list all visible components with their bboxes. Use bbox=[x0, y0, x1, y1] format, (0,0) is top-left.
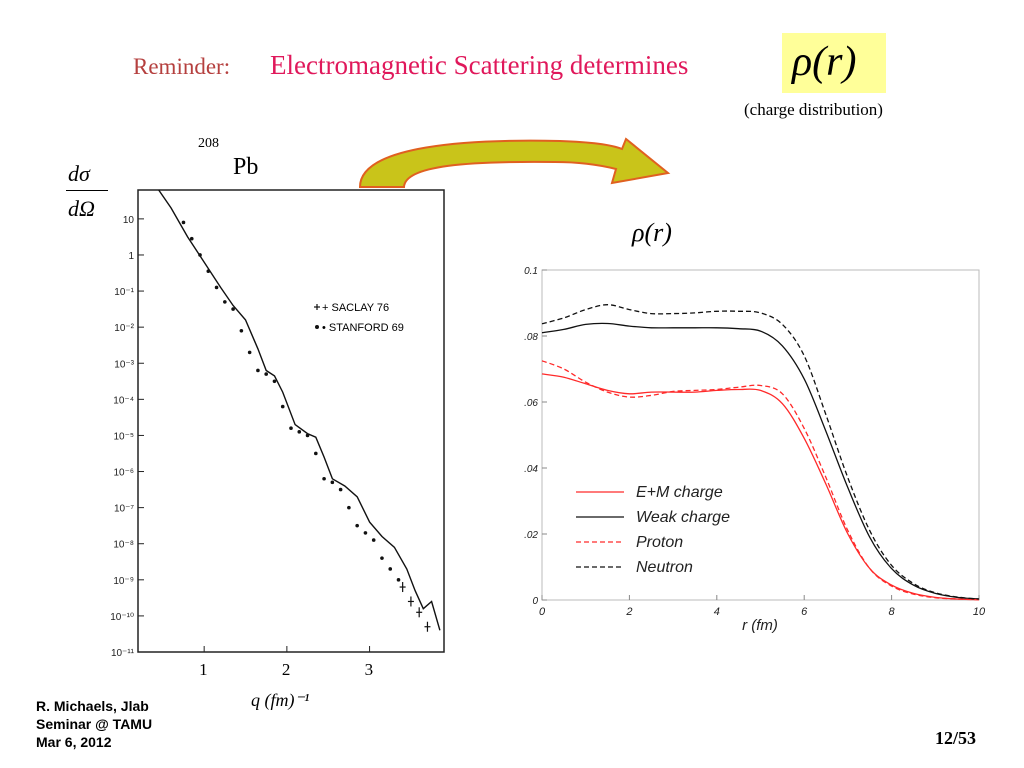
rho-formula: ρ(r) bbox=[792, 39, 857, 85]
fit-curve bbox=[158, 189, 441, 631]
data-point-stanford bbox=[256, 368, 260, 373]
x-tick-label: 3 bbox=[364, 660, 374, 679]
cross-section-frame bbox=[137, 189, 445, 653]
y-tick-label: 10⁻³ bbox=[114, 359, 134, 370]
y-tick-label: 10⁻¹ bbox=[114, 287, 134, 298]
curved-arrow bbox=[358, 137, 671, 188]
data-point-stanford bbox=[363, 531, 368, 535]
series-line-weak-charge bbox=[541, 322, 980, 600]
y-tick-label: 10⁻⁵ bbox=[113, 431, 134, 442]
data-point-stanford bbox=[239, 328, 244, 333]
page-number: 12/53 bbox=[935, 728, 977, 748]
x-tick-label: 1 bbox=[199, 660, 208, 679]
data-point-stanford bbox=[322, 476, 326, 481]
credit-line: Seminar @ TAMU bbox=[36, 716, 153, 732]
y-tick-label: 10⁻² bbox=[114, 323, 134, 334]
data-point-stanford bbox=[371, 538, 376, 542]
fraction-bar bbox=[66, 190, 108, 191]
y-tick-label: 10⁻⁷ bbox=[114, 504, 134, 515]
data-point-stanford bbox=[189, 236, 194, 241]
series-line-neutron bbox=[541, 304, 980, 600]
data-point-stanford bbox=[347, 505, 351, 510]
data-point-stanford bbox=[231, 307, 235, 311]
y-tick-label: 10⁻¹¹ bbox=[111, 648, 135, 659]
legend: + SACLAY 76 • STANFORD 69 bbox=[322, 302, 404, 334]
legend-label: E+M charge bbox=[636, 484, 723, 501]
y-tick-label: 10⁻⁹ bbox=[113, 576, 134, 587]
legend-saclay: + SACLAY 76 bbox=[322, 302, 389, 314]
x-tick-label: 2 bbox=[625, 606, 632, 618]
data-point-stanford bbox=[223, 300, 227, 304]
pb-symbol: Pb bbox=[233, 154, 259, 180]
data-point-stanford bbox=[289, 426, 293, 431]
density-chart: 0 .02 .04 .06 .08 0.1 0 2 4 6 8 10 E+M charge Weak … bbox=[524, 266, 986, 634]
y-tick-label: .08 bbox=[524, 332, 538, 343]
data-point-stanford bbox=[297, 430, 302, 434]
x-tick-label: 0 bbox=[539, 606, 546, 618]
y-tick-label: 10⁻⁶ bbox=[113, 468, 134, 479]
y-tick-label: 0.1 bbox=[524, 266, 538, 277]
y-tick-label: 1 bbox=[128, 251, 134, 262]
pb-mass-number: 208 bbox=[198, 136, 219, 151]
data-point-stanford bbox=[355, 523, 359, 528]
data-point-saclay bbox=[424, 621, 431, 632]
y-tick-label: 0 bbox=[532, 596, 538, 607]
y-tick-label: .04 bbox=[524, 464, 538, 475]
x-tick-label: 4 bbox=[714, 606, 720, 618]
data-point-saclay bbox=[416, 607, 423, 618]
y-tick-label: 10⁻⁸ bbox=[113, 540, 134, 551]
data-point-stanford bbox=[280, 404, 285, 409]
slide-title: Electromagnetic Scattering determines bbox=[270, 50, 689, 80]
rho-highlight-box bbox=[782, 33, 886, 93]
credits: R. Michaels, Jlab Seminar @ TAMU Mar 6, … bbox=[36, 697, 152, 751]
data-point-stanford bbox=[330, 480, 335, 485]
data-point-stanford bbox=[181, 220, 186, 225]
data-point-stanford bbox=[388, 567, 393, 571]
cross-section-chart: 10 1 10⁻¹ 10⁻² 10⁻³ 10⁻⁴ 10⁻⁵ 10⁻⁶ 10⁻⁷ 10⁻⁸ 10⁻⁹ 1… bbox=[110, 189, 445, 659]
y-tick-label: .02 bbox=[524, 530, 538, 541]
data-point-stanford bbox=[198, 253, 202, 257]
data-point-stanford bbox=[338, 487, 343, 492]
data-point-stanford bbox=[214, 285, 219, 290]
data-point-stanford bbox=[206, 269, 211, 274]
q-axis-label: q (fm)⁻¹ bbox=[251, 690, 310, 710]
y-tick-label: 10⁻¹⁰ bbox=[110, 612, 134, 623]
legend-label: Weak charge bbox=[636, 509, 730, 526]
legend-label: Proton bbox=[636, 534, 683, 551]
credit-line: R. Michaels, Jlab bbox=[36, 698, 149, 714]
x-axis-label: r (fm) bbox=[742, 617, 778, 634]
data-point-saclay bbox=[399, 582, 406, 593]
density-frame bbox=[541, 269, 980, 601]
rho-chart-label: ρ(r) bbox=[632, 218, 672, 247]
title-prefix: Reminder: bbox=[133, 54, 231, 79]
series-line-proton bbox=[541, 360, 980, 601]
y-tick-label: 10 bbox=[123, 215, 135, 226]
x-tick-label: 8 bbox=[889, 606, 896, 618]
data-point-stanford bbox=[396, 578, 401, 582]
cross-section-numerator: dσ bbox=[68, 161, 90, 186]
y-tick-label: 10⁻⁴ bbox=[113, 395, 134, 406]
x-tick-label: 6 bbox=[801, 606, 808, 618]
cross-section-denominator: dΩ bbox=[68, 196, 95, 221]
legend-dot-marker bbox=[315, 325, 319, 329]
data-point-saclay bbox=[407, 596, 414, 607]
charge-distribution-note: (charge distribution) bbox=[744, 100, 883, 119]
series-line-e-m-charge bbox=[541, 373, 980, 601]
x-tick-label: 2 bbox=[281, 660, 291, 679]
data-point-stanford bbox=[264, 372, 268, 376]
data-point-stanford bbox=[305, 433, 310, 438]
data-point-stanford bbox=[247, 350, 252, 355]
legend-label: Neutron bbox=[636, 559, 693, 576]
credit-line: Mar 6, 2012 bbox=[36, 734, 112, 750]
x-tick-label: 10 bbox=[973, 606, 986, 618]
data-point-stanford bbox=[380, 556, 384, 560]
data-point-stanford bbox=[314, 451, 318, 456]
y-tick-label: .06 bbox=[524, 398, 538, 409]
legend-stanford: • STANFORD 69 bbox=[322, 322, 404, 334]
data-point-stanford bbox=[272, 379, 277, 384]
